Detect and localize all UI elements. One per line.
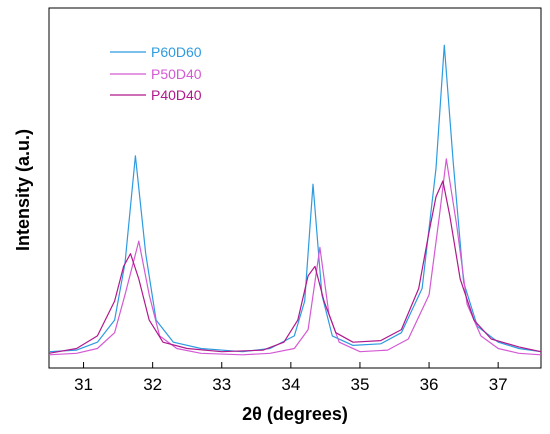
legend-label-p60d60: P60D60 (151, 44, 202, 60)
legend-label-p40d40: P40D40 (151, 87, 202, 103)
x-axis: 31 32 33 34 35 36 37 (74, 362, 508, 394)
x-tick-label-37: 37 (489, 375, 508, 394)
series-line-p60d60 (48, 44, 542, 353)
series-line-p40d40 (48, 180, 542, 354)
y-axis-title: Intensity (a.u.) (13, 129, 33, 251)
plot-frame (48, 7, 542, 369)
legend: P60D60 P50D40 P40D40 (110, 44, 202, 103)
x-tick-label-35: 35 (350, 375, 369, 394)
x-tick-label-31: 31 (74, 375, 93, 394)
x-tick-label-32: 32 (143, 375, 162, 394)
x-tick-label-36: 36 (420, 375, 439, 394)
legend-label-p50d40: P50D40 (151, 66, 202, 82)
x-tick-label-34: 34 (281, 375, 300, 394)
series-layer (48, 44, 542, 356)
x-axis-title: 2θ (degrees) (242, 404, 348, 424)
series-line-p50d40 (48, 158, 542, 356)
x-tick-label-33: 33 (212, 375, 231, 394)
